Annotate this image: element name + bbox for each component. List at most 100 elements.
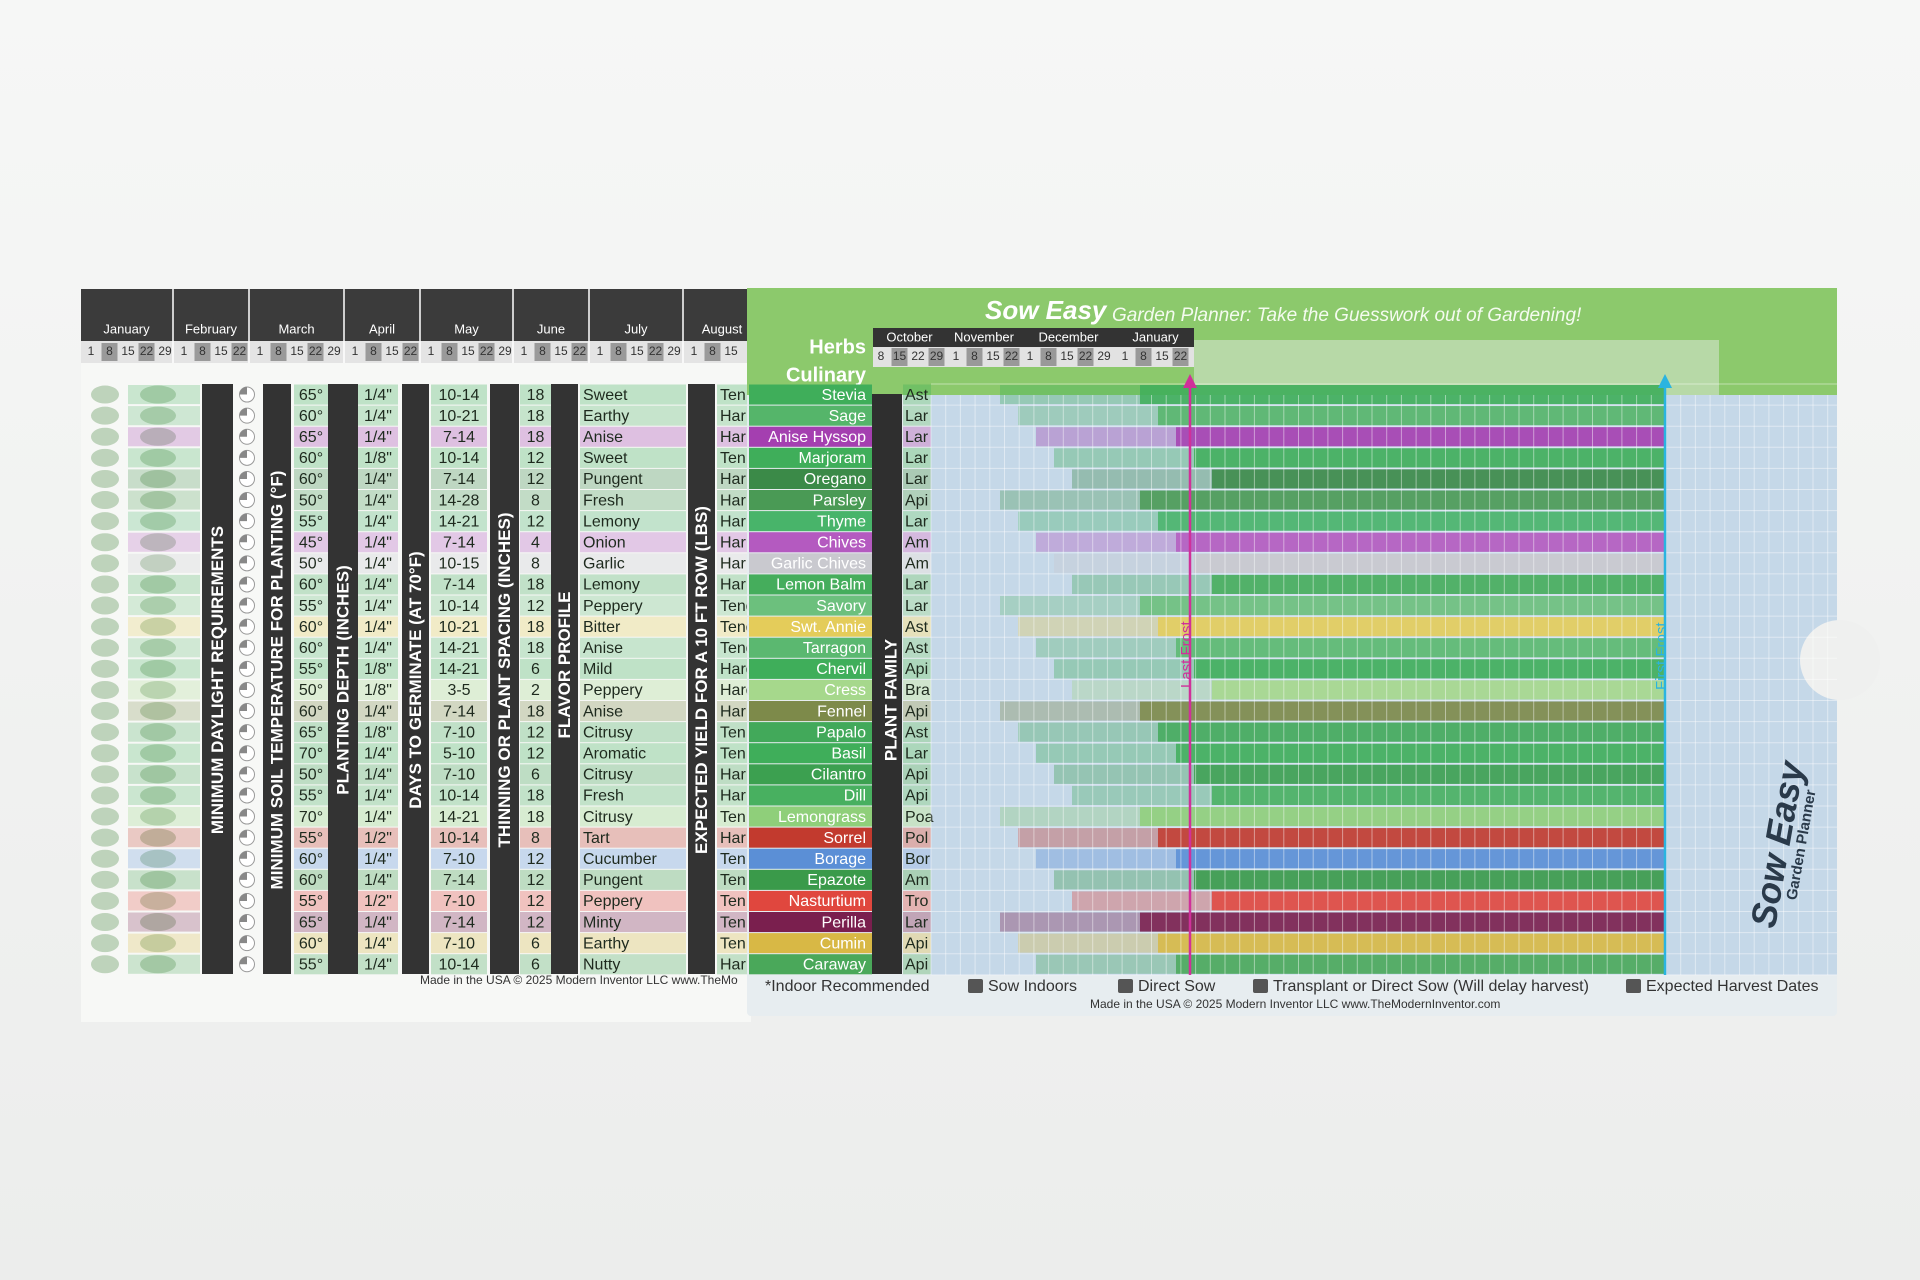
plant-band xyxy=(128,406,200,426)
cell-yield: Har xyxy=(720,788,746,805)
cell-bg xyxy=(580,574,686,595)
daylight-icon-fill xyxy=(239,956,247,965)
day-label: 8 xyxy=(1140,349,1147,363)
cell-depth: 1/4" xyxy=(364,429,392,446)
day-label: 29 xyxy=(498,344,512,358)
cell-bg xyxy=(294,574,328,595)
cell-spacing: 12 xyxy=(527,745,545,762)
plant-name: Swt. Annie xyxy=(790,619,866,636)
cell-bg xyxy=(717,426,751,447)
plant-name: Cilantro xyxy=(811,767,866,784)
title-brand: Sow Easy xyxy=(985,295,1108,325)
cell-germinate: 7-14 xyxy=(443,429,475,446)
day-shade xyxy=(365,343,382,361)
cell-temp: 65° xyxy=(299,724,323,741)
cell-flavor: Lemony xyxy=(583,577,640,594)
cell-bg xyxy=(431,658,487,679)
cell-bg xyxy=(520,553,551,574)
cell-bg xyxy=(717,616,751,637)
month-label: February xyxy=(185,321,238,336)
plant-illustration xyxy=(91,575,119,594)
header-strip xyxy=(202,384,233,974)
day-shade xyxy=(194,343,211,361)
cell-bg xyxy=(358,701,398,722)
plant-illustration xyxy=(91,828,119,847)
cell-bg xyxy=(520,743,551,764)
cell-bg xyxy=(358,447,398,468)
plant-family: Ast xyxy=(905,387,929,404)
cell-yield: Tender xyxy=(720,640,770,657)
cell-germinate: 7-14 xyxy=(443,703,475,720)
cell-bg xyxy=(520,848,551,869)
plant-name: Lemon Balm xyxy=(776,577,866,594)
cell-depth: 1/4" xyxy=(364,598,392,615)
cell-bg xyxy=(520,637,551,658)
legend-label: Sow Indoors xyxy=(988,978,1077,995)
daylight-icon-fill xyxy=(239,471,247,479)
plant-family: Lar xyxy=(905,914,929,931)
day-label: 22 xyxy=(1005,349,1019,363)
plant-illustration xyxy=(91,406,119,425)
day-label: 1 xyxy=(521,344,528,358)
cell-depth: 1/4" xyxy=(364,935,392,952)
cell-bg xyxy=(431,616,487,637)
cell-bg xyxy=(580,426,686,447)
cell-bg xyxy=(358,553,398,574)
day-shade xyxy=(534,343,551,361)
cell-bg xyxy=(358,616,398,637)
cell-bg xyxy=(580,637,686,658)
family-strip xyxy=(872,394,902,974)
cell-bg xyxy=(717,574,751,595)
cell-bg xyxy=(717,658,751,679)
cell-spacing: 6 xyxy=(531,935,540,952)
plant-family: Am xyxy=(905,534,929,551)
cell-bg xyxy=(358,532,398,553)
schedule-bar xyxy=(1212,680,1665,700)
cell-bg xyxy=(580,511,686,532)
cell-bg xyxy=(431,743,487,764)
cell-bg xyxy=(358,658,398,679)
cell-bg xyxy=(717,679,751,700)
plant-band xyxy=(128,807,200,827)
cell-bg xyxy=(520,954,551,975)
name-cell xyxy=(749,595,872,616)
plant-band xyxy=(128,828,200,848)
day-label: 8 xyxy=(275,344,282,358)
cell-bg xyxy=(431,701,487,722)
legend-label: *Indoor Recommended xyxy=(765,978,930,995)
month-label: November xyxy=(954,329,1015,344)
cell-flavor: Citrusy xyxy=(583,767,633,784)
cell-germinate: 7-14 xyxy=(443,534,475,551)
cell-temp: 65° xyxy=(299,914,323,931)
cell-bg xyxy=(358,468,398,489)
daylight-icon-fill xyxy=(239,682,247,690)
name-cell xyxy=(749,553,872,574)
cell-temp: 55° xyxy=(299,893,323,910)
day-label: 1 xyxy=(597,344,604,358)
name-cell xyxy=(749,532,872,553)
plant-name: Chervil xyxy=(816,661,866,678)
schedule-bar xyxy=(1158,617,1665,637)
cell-bg xyxy=(717,553,751,574)
name-cell xyxy=(749,743,872,764)
plant-name: Dill xyxy=(844,788,866,805)
schedule-bar xyxy=(1158,933,1665,953)
cell-flavor: Anise xyxy=(583,640,623,657)
plant-illustration xyxy=(140,575,176,594)
daylight-icon-fill xyxy=(239,703,247,712)
cell-bg xyxy=(431,954,487,975)
day-label: 15 xyxy=(385,344,399,358)
daylight-icon-fill xyxy=(239,513,247,522)
plant-illustration xyxy=(140,659,176,678)
cell-bg xyxy=(717,890,751,911)
name-cell xyxy=(749,912,872,933)
cell-spacing: 2 xyxy=(531,682,540,699)
cell-germinate: 7-10 xyxy=(443,935,475,952)
day-shade xyxy=(138,343,155,361)
schedule-bar xyxy=(1158,828,1665,848)
plant-band xyxy=(128,511,200,531)
cell-temp: 60° xyxy=(299,577,323,594)
cell-bg xyxy=(580,468,686,489)
cell-bg xyxy=(431,722,487,743)
day-label: 1 xyxy=(428,344,435,358)
